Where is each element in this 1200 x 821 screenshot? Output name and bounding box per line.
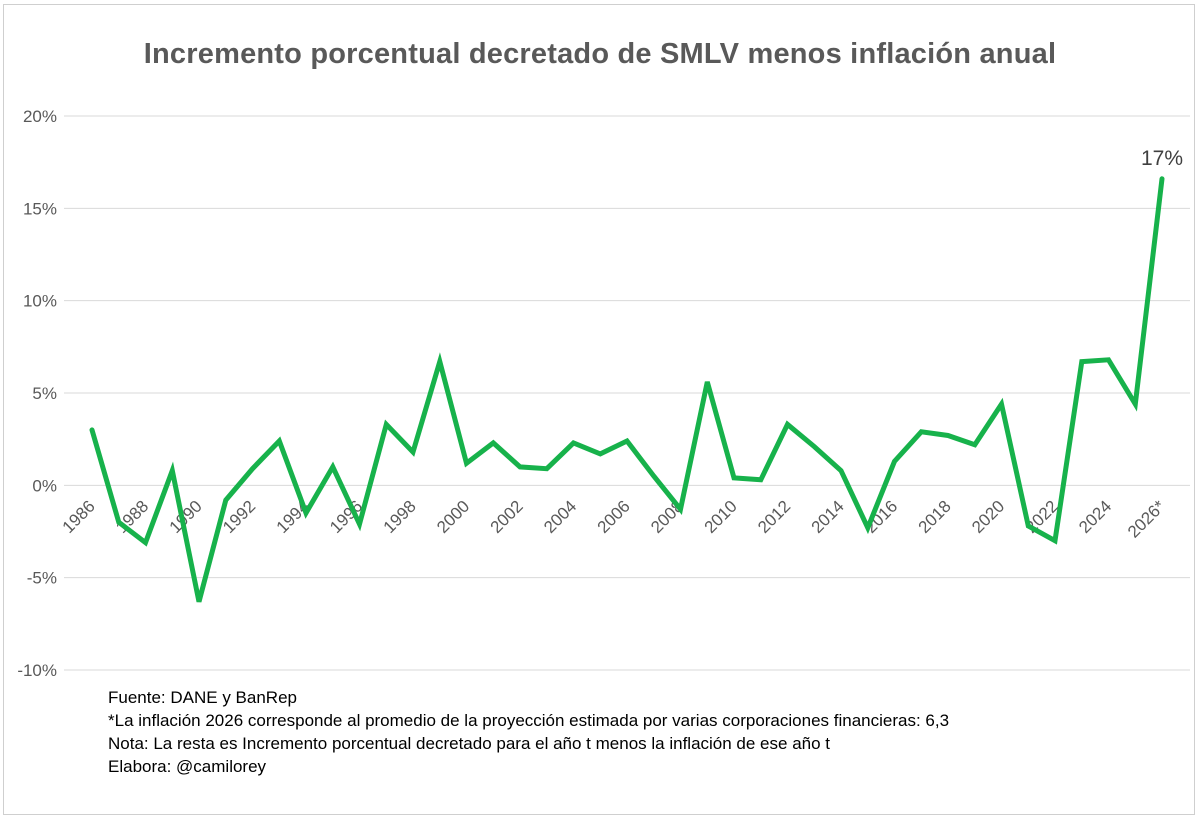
x-tick-label: 1986	[59, 497, 99, 537]
y-tick-label: 5%	[32, 384, 57, 403]
y-tick-label: 15%	[23, 199, 57, 218]
x-tick-label: 2010	[701, 497, 741, 537]
x-tick-label: 2012	[754, 497, 794, 537]
footnote: *La inflación 2026 corresponde al promed…	[108, 711, 950, 730]
x-tick-label: 1994	[273, 497, 313, 537]
x-tick-label: 2020	[968, 497, 1008, 537]
method-note: Nota: La resta es Incremento porcentual …	[108, 734, 831, 753]
author-note: Elabora: @camilorey	[108, 757, 267, 776]
chart-title: Incremento porcentual decretado de SMLV …	[143, 38, 1057, 70]
x-tick-label: 1998	[380, 497, 420, 537]
y-axis-ticks: -10% -5% 0% 5% 10% 15% 20%	[17, 107, 57, 680]
chart-frame	[3, 4, 1195, 815]
x-tick-label: 2006	[594, 497, 634, 537]
x-tick-label: 2014	[808, 497, 848, 537]
y-tick-label: 0%	[32, 476, 57, 495]
y-tick-label: 20%	[23, 107, 57, 126]
x-tick-label: 2004	[540, 497, 580, 537]
series-layer	[89, 176, 1165, 603]
y-tick-label: -10%	[17, 661, 57, 680]
gridlines	[64, 115, 1190, 671]
annotations: 17%	[1141, 147, 1183, 170]
series-line	[89, 176, 1165, 603]
y-tick-label: 10%	[23, 292, 57, 311]
x-tick-label: 2002	[487, 497, 527, 537]
x-tick-label: 2018	[915, 497, 955, 537]
chart-notes: Fuente: DANE y BanRep *La inflación 2026…	[108, 686, 949, 778]
data-label: 17%	[1141, 147, 1183, 170]
x-tick-label: 2000	[433, 497, 473, 537]
y-tick-label: -5%	[27, 569, 57, 588]
x-tick-label: 2026*	[1124, 496, 1169, 541]
x-tick-label: 2024	[1075, 497, 1115, 537]
source-note: Fuente: DANE y BanRep	[108, 688, 297, 707]
